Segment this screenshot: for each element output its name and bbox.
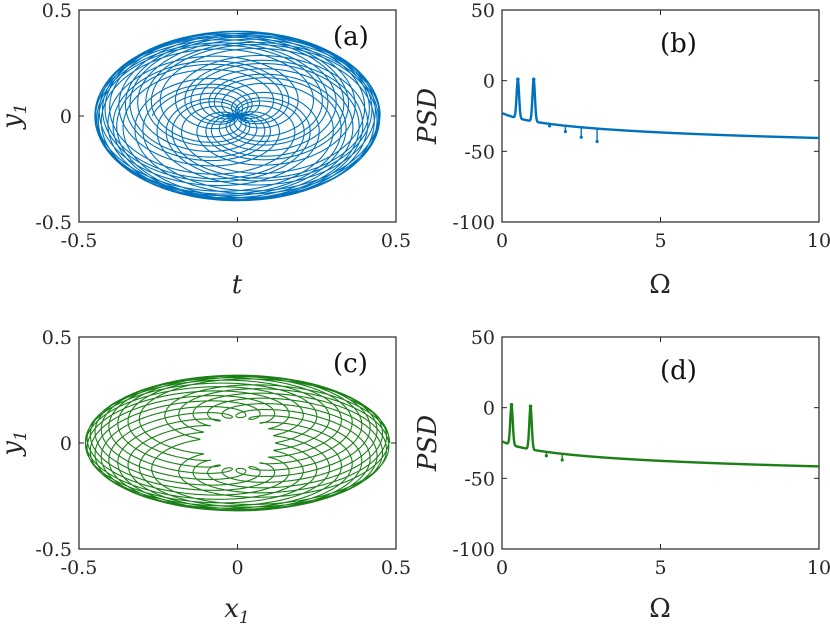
panel-a-ytick-label: 0	[60, 106, 72, 128]
panel-c-xtick-label: 0	[231, 557, 243, 579]
panel-b-ytick-label: -100	[452, 212, 495, 234]
panel-b-xtick-label: 5	[654, 230, 666, 252]
panel-d-xtick-label: 0	[496, 557, 508, 579]
panel-d-spike-marker	[560, 458, 564, 462]
panel-a-ylabel: y1	[0, 103, 31, 130]
panel-a-xtick-label: 0.5	[381, 230, 411, 252]
panel-a-label: (a)	[333, 22, 369, 52]
panel-d-xlabel: Ω	[649, 594, 671, 624]
panel-d-ytick-label: -50	[464, 468, 495, 490]
panel-b-ytick-label: 50	[471, 0, 495, 22]
panel-c-ticks: -0.5 0 0.5 -0.5 0 0.5	[35, 327, 411, 579]
panel-b-xtick-label: 0	[496, 230, 508, 252]
panel-b-psd-curve	[501, 78, 820, 140]
panel-b-label: (b)	[660, 29, 697, 59]
panel-a-trajectory	[94, 30, 381, 202]
panel-d-ylabel: PSD	[413, 415, 443, 472]
panel-a-xtick-label: 0	[231, 230, 243, 252]
panel-d-peak-marker	[528, 404, 533, 409]
panel-a-trajectory-group	[94, 30, 381, 202]
panel-d-spectrum-group	[501, 403, 820, 468]
panel-b-spike-marker	[547, 124, 552, 128]
panel-c-ytick-label: 0	[60, 433, 72, 455]
panel-d-psd-curve	[501, 403, 820, 468]
panel-a-ylabel-sub: 1	[11, 103, 31, 114]
panel-d-ytick-label: -100	[452, 539, 495, 561]
panel-d-ticks: 0 5 10 -100 -50 0 50	[452, 327, 830, 579]
panel-b-peak-marker	[531, 77, 536, 82]
panel-b: 0 5 10 -100 -50 0 50 (b) Ω PSD	[413, 0, 830, 300]
panel-c-label: (c)	[333, 349, 368, 379]
panel-c-xlabel-sub: 1	[239, 608, 250, 625]
panel-c-ylabel-main: y	[0, 441, 27, 457]
panel-b-spike-marker	[579, 135, 583, 139]
panel-a-ytick-label: 0.5	[42, 0, 72, 22]
panel-d-spike-marker	[544, 454, 548, 458]
panel-a-xtick-label: -0.5	[61, 230, 98, 252]
panel-d-ytick-label: 50	[471, 327, 495, 349]
panel-c-trajectory-group	[84, 374, 391, 512]
panel-b-ticks: 0 5 10 -100 -50 0 50	[452, 0, 830, 252]
panel-c-xtick-label: 0.5	[381, 557, 411, 579]
panel-d: 0 5 10 -100 -50 0 50 (d) Ω PSD	[413, 327, 830, 624]
panel-d-label: (d)	[660, 356, 697, 386]
panel-b-peak-marker	[516, 77, 520, 82]
panel-c-xtick-label: -0.5	[61, 557, 98, 579]
panel-c-trajectory	[84, 374, 391, 512]
panel-c: -0.5 0 0.5-0.500.5 (c) x1 y1	[0, 327, 411, 625]
panel-a-xlabel: t	[232, 270, 243, 300]
panel-a: -0.5 0 0.5 -0.5 0 0.5 (a) t y1	[0, 0, 411, 300]
panel-b-ytick-label: -50	[464, 141, 495, 163]
panel-d-xtick-label: 10	[807, 557, 830, 579]
panel-a-ytick-label: -0.5	[35, 212, 72, 234]
panel-c-ytick-label: 0.5	[42, 327, 72, 349]
panel-b-ytick-label: 0	[483, 71, 495, 93]
panel-d-ytick-label: 0	[483, 398, 495, 420]
panel-b-spectrum-group	[501, 77, 820, 144]
panel-b-spike-marker	[563, 129, 568, 134]
panel-d-peak-marker	[509, 403, 514, 407]
panel-a-ylabel-main: y	[0, 114, 27, 130]
panel-c-xlabel-main: x	[224, 594, 239, 624]
panel-b-spike-marker	[595, 139, 599, 144]
panel-c-ytick-label: -0.5	[35, 539, 72, 561]
panel-d-xtick-label: 5	[654, 557, 666, 579]
panel-a-ticks: -0.5 0 0.5 -0.5 0 0.5	[35, 0, 411, 252]
panel-c-xlabel: x1	[224, 594, 250, 625]
panel-b-xlabel: Ω	[649, 270, 671, 300]
panel-b-ylabel: PSD	[413, 88, 443, 145]
panel-c-ylabel: y1	[0, 430, 31, 457]
panel-c-ylabel-sub: 1	[11, 430, 31, 441]
panel-b-xtick-label: 10	[807, 230, 830, 252]
